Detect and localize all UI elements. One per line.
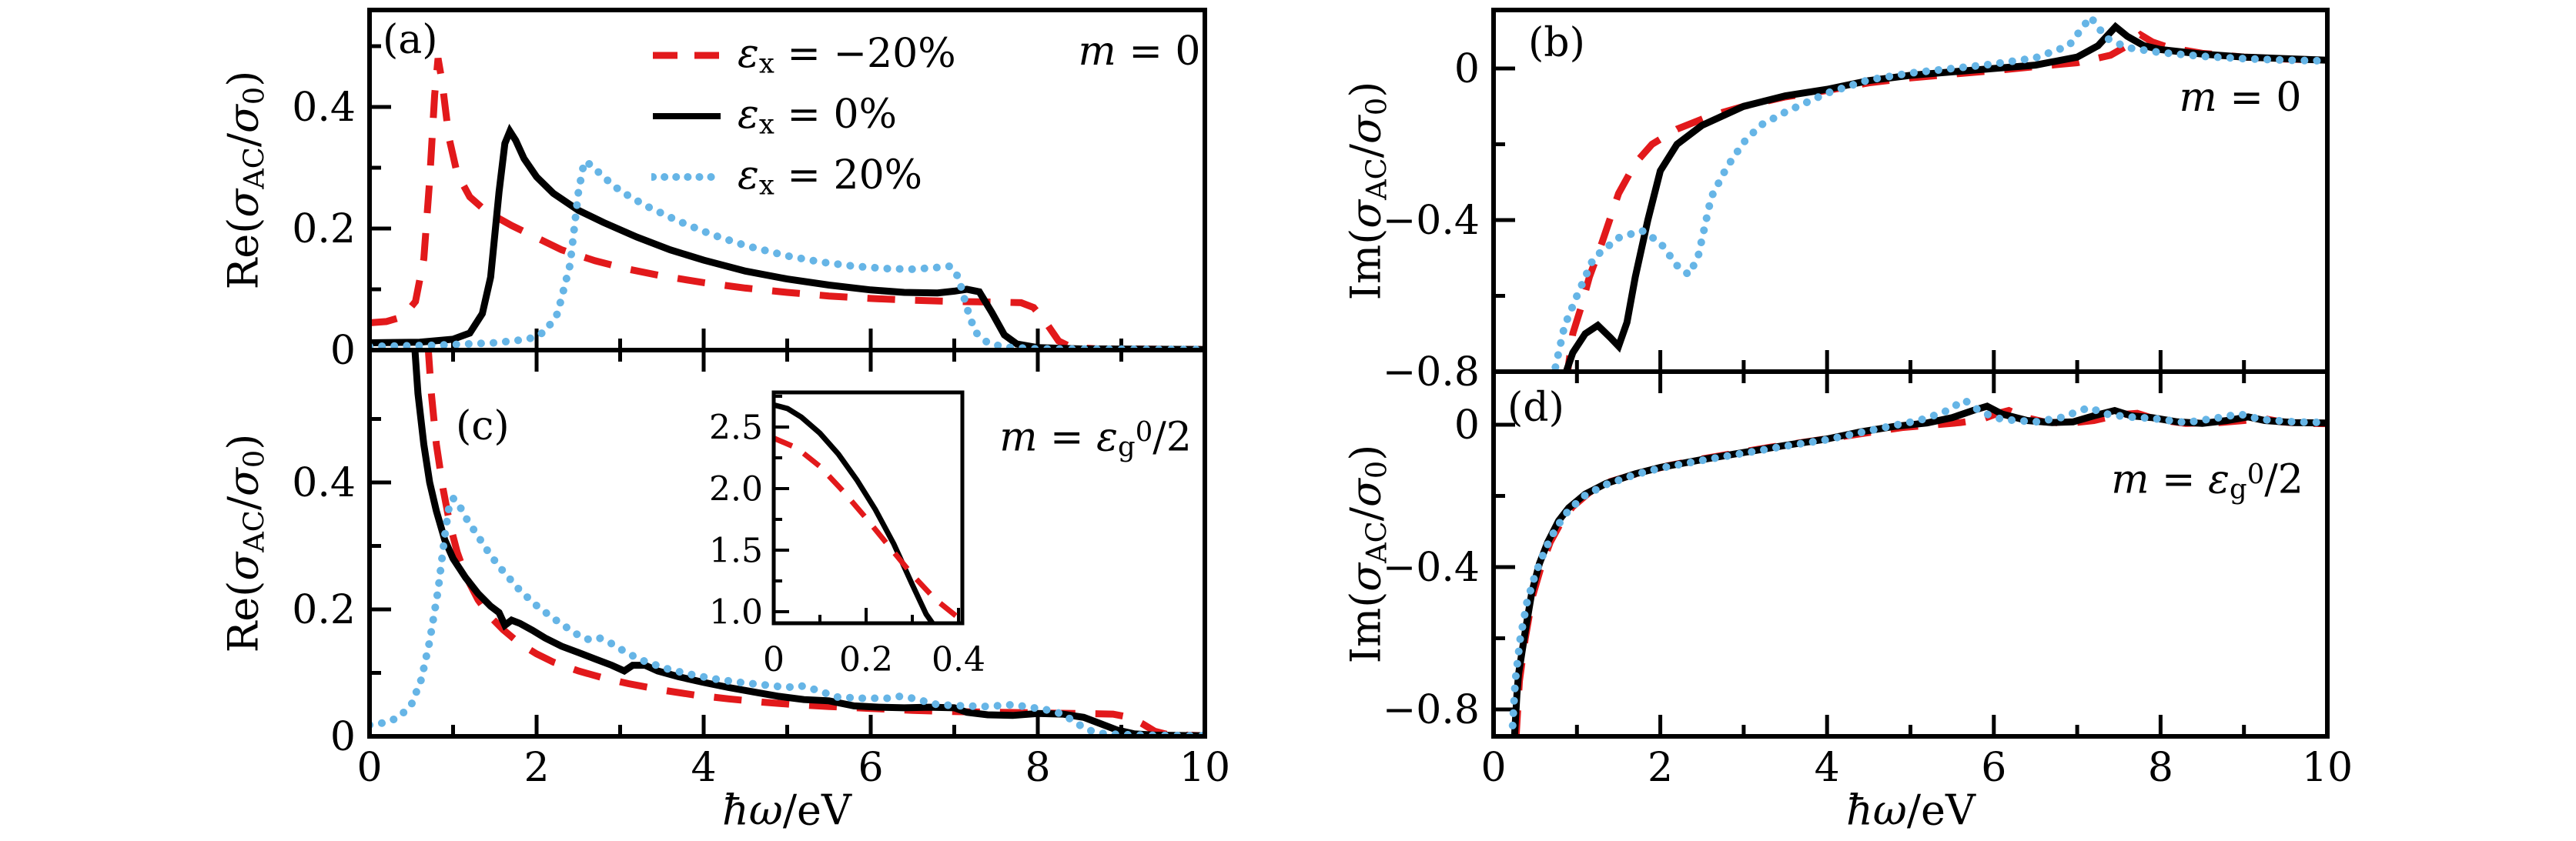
x-tick-label: 6: [1981, 745, 2006, 791]
series-dotted: [1550, 10, 2327, 372]
annotation-mass-panel-d: m = εg0/2: [2111, 456, 2303, 506]
series-dashed: [774, 436, 962, 622]
y-tick-label: 0: [1454, 402, 1480, 449]
x-tick-label: 8: [1025, 745, 1050, 791]
y-tick-label: 0: [1454, 46, 1480, 92]
y-tick-label: 2.0: [709, 469, 763, 509]
x-tick-label: 4: [691, 745, 716, 791]
y-tick-label: 0.2: [292, 206, 356, 252]
y-tick-label: 0.2: [292, 587, 356, 633]
x-tick-label: 10: [1179, 745, 1230, 791]
y-tick-label: 0.4: [292, 460, 356, 506]
series-dotted: [1507, 395, 2327, 736]
panel-label-a: (a): [383, 17, 438, 63]
x-tick-label: 10: [2302, 745, 2353, 791]
series-solid: [774, 402, 935, 623]
x-tick-label: 0.4: [932, 640, 985, 679]
legend-item-label: εx = −20%: [738, 31, 956, 80]
dashed-line-swatch-icon: [651, 49, 722, 62]
y-tick-label: −0.4: [1383, 545, 1480, 591]
panel-d: 0−0.4−0.80 2 4 6 8 10: [1383, 369, 2353, 791]
panel-label-c: (c): [456, 403, 510, 449]
panel-a: 0 0.2 0.4: [292, 8, 1207, 374]
series-solid: [370, 123, 1205, 350]
y-tick-label: −0.4: [1383, 198, 1480, 244]
series-dotted: [370, 492, 1205, 736]
x-tick-label: 0: [356, 745, 382, 791]
y-tick-label: 0: [330, 328, 356, 374]
series-dashed: [1564, 30, 2327, 372]
panel-inset: 1.0 1.5 2.0 2.5 0 0.2 0.4: [709, 390, 985, 679]
legend-item-strain-0: εx = 0%: [651, 92, 897, 141]
x-axis-title-left-column: ħω/eV: [722, 786, 851, 835]
y-tick-label: 2.5: [709, 408, 763, 447]
x-tick-label: 0.2: [839, 640, 893, 679]
panel-label-d: (d): [1507, 385, 1564, 431]
panel-b: 0 −0.4 −0.8: [1383, 8, 2330, 395]
y-tick-label: 0.4: [292, 85, 356, 131]
y-axis-title-panel-a: Re(σAC/σ0): [219, 70, 271, 290]
x-tick-label: 0: [763, 640, 785, 679]
y-tick-label: 1.0: [709, 592, 763, 632]
x-tick-label: 6: [858, 745, 883, 791]
series-dashed: [370, 58, 1205, 350]
annotation-mass-panel-a: m = 0: [1078, 28, 1201, 75]
series-solid: [411, 350, 1205, 736]
x-tick-label: 2: [1648, 745, 1673, 791]
panel-c: 0 0.2 0.4 0 2 4 6 8 10: [292, 348, 1230, 791]
panel-label-b: (b): [1528, 20, 1585, 66]
solid-line-swatch-icon: [651, 110, 722, 122]
legend-item-label: εx = 0%: [738, 92, 897, 141]
y-axis-title-panel-c: Re(σAC/σ0): [219, 433, 271, 653]
y-axis-title-panel-b: Im(σAC/σ0): [1341, 81, 1393, 301]
x-tick-label: 0: [1480, 745, 1506, 791]
series-solid: [1562, 22, 2327, 372]
legend-item-strain-minus20: εx = −20%: [651, 31, 956, 80]
x-tick-label: 2: [524, 745, 549, 791]
annotation-mass-panel-c: m = εg0/2: [999, 414, 1192, 463]
annotation-mass-panel-b: m = 0: [2179, 75, 2302, 121]
y-tick-label: −0.8: [1383, 687, 1480, 733]
legend-item-strain-plus20: εx = 20%: [649, 152, 923, 202]
x-axis-title-right-column: ħω/eV: [1846, 786, 1975, 835]
x-tick-label: 8: [2148, 745, 2173, 791]
series-dotted: [370, 155, 1205, 350]
y-axis-title-panel-d: Im(σAC/σ0): [1341, 444, 1393, 664]
dotted-line-swatch-icon: [649, 171, 724, 183]
y-tick-label: 1.5: [709, 531, 763, 570]
legend-item-label: εx = 20%: [738, 152, 923, 202]
x-tick-label: 4: [1815, 745, 1840, 791]
y-tick-label: 0: [330, 714, 356, 760]
series-dashed: [424, 350, 1205, 736]
y-tick-label: −0.8: [1383, 349, 1480, 395]
